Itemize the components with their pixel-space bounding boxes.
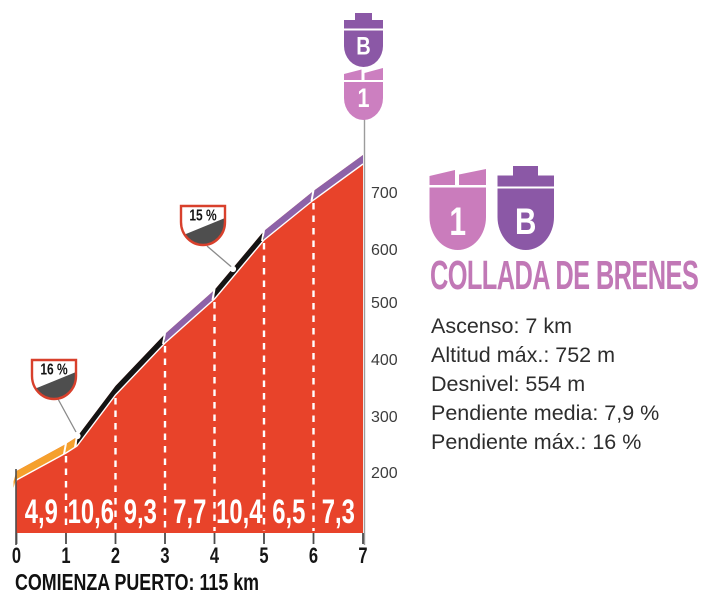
category-badge-icon xyxy=(344,68,383,120)
gradient-band-purple xyxy=(264,155,363,240)
marker-label: 15 % xyxy=(189,206,217,224)
marker-pointer-line xyxy=(57,398,77,433)
x-axis-tick-label: 6 xyxy=(309,544,318,569)
gradient-band-purple xyxy=(165,290,215,343)
start-label: COMIENZA PUERTO: 115 km xyxy=(15,570,259,596)
panel-category-badge: 1 xyxy=(429,169,486,251)
panel-bonus-letter: B xyxy=(515,202,536,243)
summit-bonus-letter: B xyxy=(356,32,370,60)
marker-slope-wedge xyxy=(32,372,76,399)
marker-slope-wedge xyxy=(181,218,225,245)
max-gradient-marker-16: 16 % xyxy=(30,358,81,440)
altitude-axis-labels: 700 600 500 400 300 200 xyxy=(371,185,398,482)
band-separators xyxy=(63,189,315,455)
bonus-badge-icon xyxy=(497,166,554,251)
category-badge-icon xyxy=(429,169,486,251)
x-axis-tick-label: 7 xyxy=(358,544,367,569)
gradient-label: 10,4 xyxy=(216,493,263,531)
marker-point-dot xyxy=(74,432,81,440)
altitude-axis-label: 500 xyxy=(371,295,398,312)
gradient-label: 4,9 xyxy=(25,493,58,531)
gradient-labels: 4,9 10,6 9,3 7,7 10,4 6,5 7,3 xyxy=(25,493,355,531)
marker-label: 16 % xyxy=(40,360,68,378)
x-axis-tick-label: 5 xyxy=(259,544,268,569)
summit-category-number: 1 xyxy=(357,84,369,114)
altitude-axis-label: 400 xyxy=(371,352,398,369)
climb-stats: Ascenso: 7 km Altitud máx.: 752 m Desniv… xyxy=(431,312,659,457)
climb-title: COLLADA DE BRENES xyxy=(430,252,699,298)
climb-profile-chart: 4,9 10,6 9,3 7,7 10,4 6,5 7,3 0 1 2 3 4 … xyxy=(12,13,398,596)
summit-category-badge: 1 xyxy=(344,68,383,120)
km-gridlines xyxy=(64,203,315,531)
stat-ascenso: Ascenso: 7 km xyxy=(431,314,572,338)
gradient-band-black xyxy=(214,231,264,299)
bonus-badge-icon xyxy=(344,13,383,67)
x-axis-ticks xyxy=(15,533,364,544)
x-axis-tick-label: 0 xyxy=(12,544,21,569)
x-axis-labels: 0 1 2 3 4 5 6 7 xyxy=(12,544,368,569)
gradient-band-black xyxy=(77,334,165,446)
marker-shield xyxy=(179,204,227,247)
marker-shield xyxy=(30,358,78,401)
panel-bonus-badge: B xyxy=(497,166,554,251)
altitude-axis-label: 700 xyxy=(371,185,398,202)
max-gradient-marker-15: 15 % xyxy=(179,204,237,273)
stat-pendiente-max: Pendiente máx.: 16 % xyxy=(431,430,642,454)
x-axis-tick-label: 1 xyxy=(61,544,70,569)
gradient-label: 7,7 xyxy=(173,493,206,531)
stat-desnivel: Desnivel: 554 m xyxy=(431,372,586,396)
stat-altitud-max: Altitud máx.: 752 m xyxy=(431,343,616,367)
gradient-label: 6,5 xyxy=(272,493,305,531)
x-axis-tick-label: 3 xyxy=(160,544,169,569)
gradient-label: 10,6 xyxy=(68,493,114,531)
altitude-axis-label: 600 xyxy=(371,242,398,259)
marker-point-dot xyxy=(229,265,237,273)
altitude-axis-label: 200 xyxy=(371,465,398,482)
x-axis-tick-label: 2 xyxy=(111,544,120,569)
altitude-axis-label: 300 xyxy=(371,409,398,426)
profile-area xyxy=(16,155,363,533)
gradient-label: 9,3 xyxy=(124,493,157,531)
summit-bonus-badge: B xyxy=(344,13,383,67)
band-underline xyxy=(12,163,364,491)
x-axis-tick-label: 4 xyxy=(210,544,219,569)
gradient-label: 7,3 xyxy=(322,493,355,531)
stat-pendiente-media: Pendiente media: 7,9 % xyxy=(431,401,660,425)
panel-category-number: 1 xyxy=(449,200,466,244)
marker-pointer-line xyxy=(206,245,232,268)
